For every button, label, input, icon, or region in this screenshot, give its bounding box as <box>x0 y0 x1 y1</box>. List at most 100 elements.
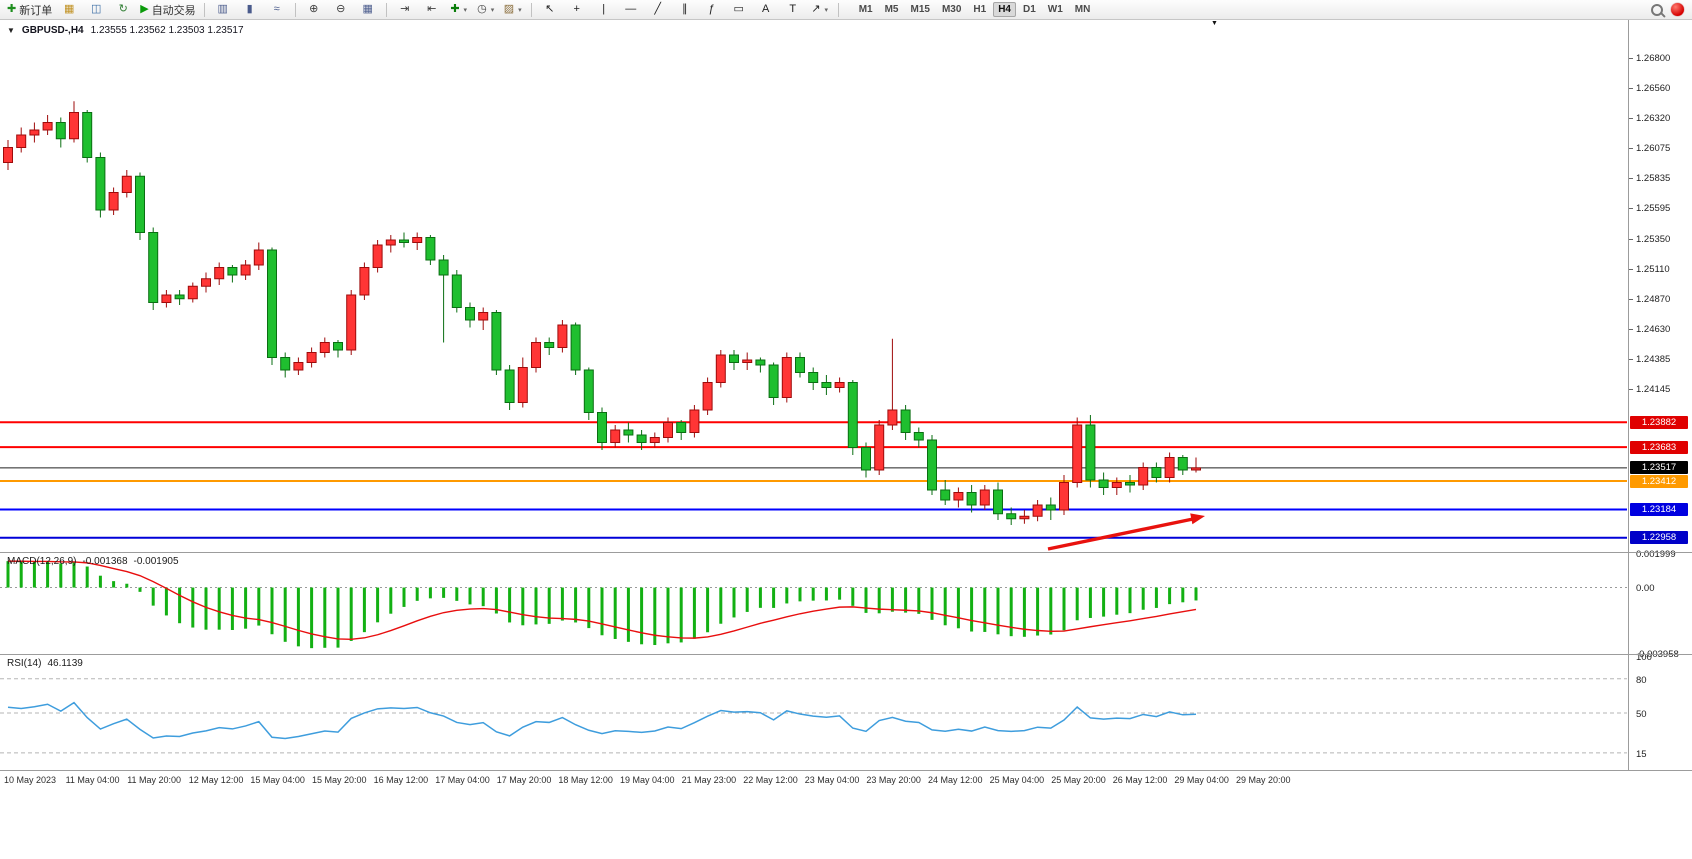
price-tick: 1.24870 <box>1636 293 1671 305</box>
market-watch-icon: ▦ <box>64 3 75 15</box>
rsi-line <box>7 701 1197 740</box>
price-tick: 1.26075 <box>1636 143 1671 155</box>
chart-shift-marker-icon[interactable]: ▼ <box>1211 20 1218 27</box>
price-tick-mark <box>1629 268 1633 270</box>
price-tick-mark <box>1629 328 1633 330</box>
auto-trading-button[interactable]: ▶ 自动交易 <box>137 1 198 18</box>
chart-shift-icon: ⇤ <box>427 3 437 15</box>
alert-badge-icon[interactable] <box>1671 3 1684 16</box>
price-tick-mark <box>1629 359 1633 361</box>
panel-separator[interactable] <box>0 654 1692 655</box>
timeframe-mn-button[interactable]: MN <box>1074 4 1091 15</box>
price-tick-mark <box>1629 298 1633 300</box>
toolbar-separator <box>530 2 532 17</box>
rsi-panel[interactable] <box>0 656 1627 770</box>
toolbar: ✚ 新订单 ▦ ◫ ↻ ▶ 自动交易 ▥ ▮ ≈ ⊕ ⊖ ▦ ⇥ ⇤ ✚ ▾ ◷ ▾ ▨ ▾ ↖ + | — ╱ ∥ ƒ ▭ A T ↗ ▾ M1… <box>0 0 1692 20</box>
price-axis[interactable]: 1.26800 1.26560 1.26320 1.26075 1.25835 1.255… <box>1628 20 1692 771</box>
periods-button[interactable]: ◷ ▾ <box>473 1 499 18</box>
time-tick: 26 May 12:00 <box>1112 775 1168 785</box>
macd-panel[interactable] <box>0 554 1627 654</box>
timeframe-m15-button[interactable]: M15 <box>910 4 930 15</box>
auto-trading-icon: ▶ <box>140 3 149 15</box>
macd-signal-line <box>7 560 1197 641</box>
auto-scroll-icon: ⇥ <box>400 3 410 15</box>
macd-axis-label: 0.00 <box>1636 582 1655 594</box>
zoom-out-button[interactable]: ⊖ <box>328 1 354 18</box>
bar-chart-type-icon: ▥ <box>217 3 228 15</box>
time-tick: 15 May 20:00 <box>312 775 367 785</box>
time-tick: 10 May 2023 <box>4 775 57 785</box>
indicators-icon: ✚ <box>450 3 460 15</box>
fibonacci-button[interactable]: ƒ <box>699 1 725 18</box>
indicators-button[interactable]: ✚ ▾ <box>446 1 472 18</box>
equidistant-channel-button[interactable]: ∥ <box>672 1 698 18</box>
panel-separator[interactable] <box>0 552 1692 553</box>
trend-arrow-head[interactable] <box>1190 513 1205 525</box>
trend-arrow-annotation[interactable] <box>1047 517 1194 551</box>
macd-histogram <box>6 561 1198 649</box>
price-line-label: 1.23517 <box>1630 461 1688 475</box>
candlestick-chart-type-icon: ▮ <box>246 3 253 15</box>
price-tick: 1.26800 <box>1636 52 1671 64</box>
refresh-button[interactable]: ↻ <box>110 1 136 18</box>
chevron-down-icon: ▾ <box>824 6 829 14</box>
text-button[interactable]: A <box>753 1 779 18</box>
arrows-button[interactable]: ↗ ▾ <box>807 1 833 18</box>
main-chart[interactable] <box>0 20 1627 552</box>
cursor-button[interactable]: ↖ <box>537 1 563 18</box>
price-line-label: 1.23412 <box>1630 474 1688 488</box>
auto-scroll-button[interactable]: ⇥ <box>392 1 418 18</box>
timeframe-h1-button[interactable]: H1 <box>973 4 987 15</box>
timeframe-d1-button[interactable]: D1 <box>1023 4 1036 15</box>
price-tick-mark <box>1629 148 1633 150</box>
price-tick-mark <box>1629 117 1633 119</box>
templates-button[interactable]: ▨ ▾ <box>500 1 526 18</box>
shapes-button[interactable]: ▭ <box>726 1 752 18</box>
price-line-label: 1.22958 <box>1630 531 1688 545</box>
data-window-button[interactable]: ◫ <box>83 1 109 18</box>
time-tick: 22 May 12:00 <box>743 775 798 785</box>
horizontal-line-button[interactable]: — <box>618 1 644 18</box>
crosshair-icon: + <box>573 3 580 15</box>
price-tick-mark <box>1629 57 1633 59</box>
chevron-down-icon: ▾ <box>463 6 468 14</box>
periods-icon: ◷ <box>477 3 487 15</box>
tile-windows-button[interactable]: ▦ <box>355 1 381 18</box>
shapes-icon: ▭ <box>733 3 744 15</box>
rsi-axis-label: 50 <box>1636 709 1647 720</box>
candlestick-chart-type-button[interactable]: ▮ <box>237 1 263 18</box>
zoom-in-button[interactable]: ⊕ <box>301 1 327 18</box>
market-watch-button[interactable]: ▦ <box>56 1 82 18</box>
search-icon[interactable] <box>1651 3 1663 16</box>
vertical-line-button[interactable]: | <box>591 1 617 18</box>
toolbar-separator <box>203 2 205 17</box>
time-tick: 19 May 04:00 <box>620 775 675 785</box>
text-label-button[interactable]: T <box>780 1 806 18</box>
timeframe-h4-button[interactable]: H4 <box>993 2 1016 17</box>
time-axis[interactable]: 10 May 2023 11 May 04:00 11 May 20:00 12 Ma… <box>0 772 1627 790</box>
rsi-axis-label: 100 <box>1636 652 1652 663</box>
time-tick: 11 May 20:00 <box>127 775 182 785</box>
new-order-button[interactable]: ✚ 新订单 <box>4 1 55 18</box>
price-line-label: 1.23184 <box>1630 503 1688 516</box>
time-tick: 17 May 20:00 <box>496 775 552 785</box>
chart-collapse-icon[interactable]: ▼ <box>7 26 15 35</box>
rsi-axis-label: 80 <box>1636 674 1647 686</box>
timeframe-m5-button[interactable]: M5 <box>884 4 899 15</box>
crosshair-button[interactable]: + <box>564 1 590 18</box>
timeframe-w1-button[interactable]: W1 <box>1047 4 1063 15</box>
timeframe-m1-button[interactable]: M1 <box>858 4 873 15</box>
price-line-label: 1.23683 <box>1630 440 1688 454</box>
price-line-label: 1.23882 <box>1630 415 1688 429</box>
new-order-button-label: 新订单 <box>19 4 53 17</box>
timeframe-m30-button[interactable]: M30 <box>941 4 962 15</box>
chevron-down-icon: ▾ <box>518 6 522 14</box>
trendline-button[interactable]: ╱ <box>645 1 671 18</box>
price-tick-mark <box>1629 208 1633 210</box>
line-chart-type-button[interactable]: ≈ <box>264 1 290 18</box>
chart-shift-button[interactable]: ⇤ <box>419 1 445 18</box>
bar-chart-type-button[interactable]: ▥ <box>210 1 236 18</box>
panel-separator[interactable] <box>0 770 1692 771</box>
chart-header: ▼ GBPUSD-,H4 1.23555 1.23562 1.23503 1.2… <box>7 25 244 36</box>
